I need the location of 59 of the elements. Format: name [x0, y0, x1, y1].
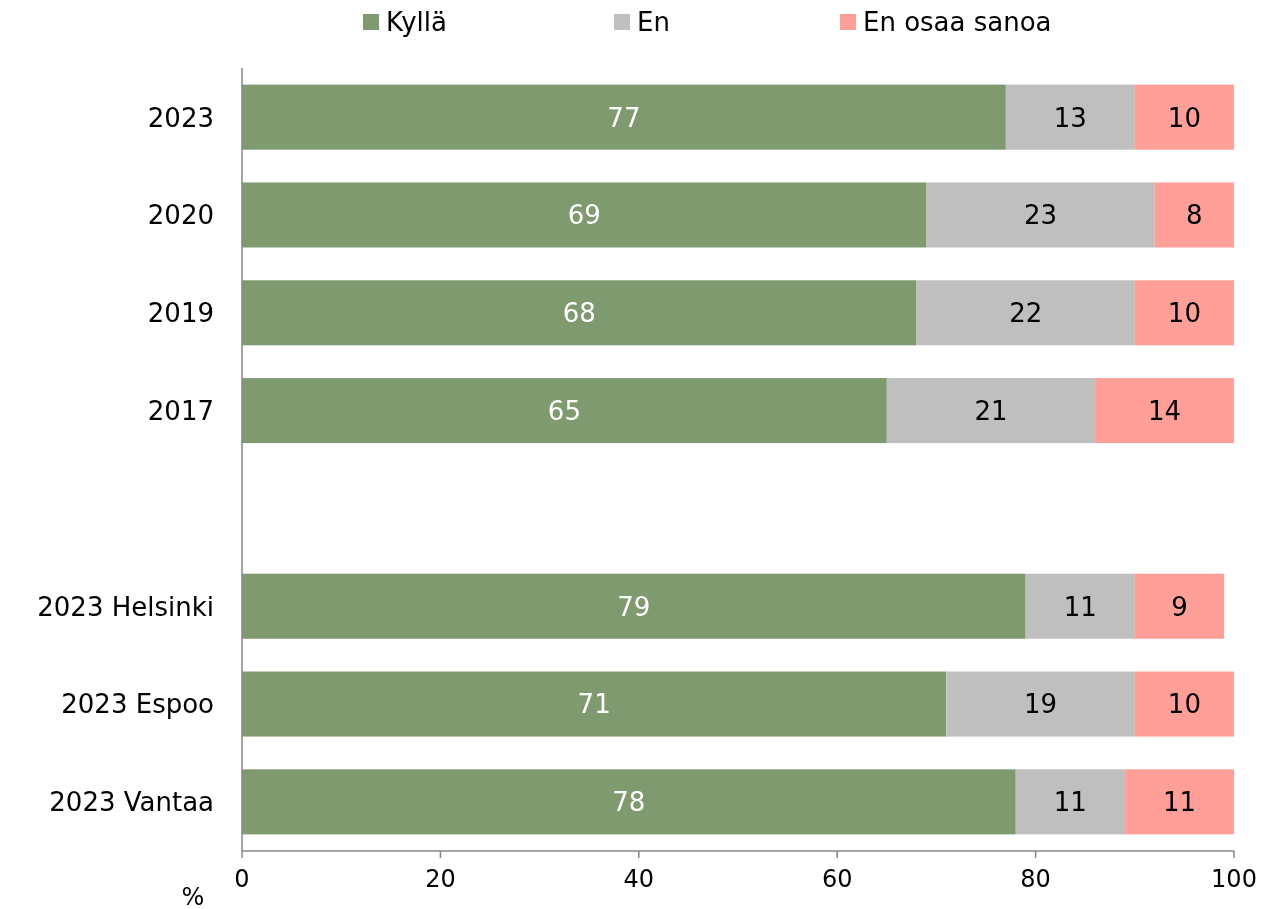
x-tick-label: 20: [425, 865, 456, 893]
data-label: 79: [617, 591, 651, 622]
data-label: 19: [1024, 689, 1058, 720]
bar: [1134, 671, 1234, 737]
x-tick-label: 60: [821, 865, 853, 893]
bar: [1005, 84, 1135, 150]
x-axis-title: %: [181, 883, 205, 909]
y-tick-label: 2023 Espoo: [61, 689, 214, 720]
data-label: 10: [1167, 298, 1201, 329]
bar: [242, 378, 887, 444]
bar: [946, 671, 1135, 737]
data-label: 11: [1063, 591, 1097, 622]
bar: [242, 769, 1016, 835]
data-label: 22: [1009, 298, 1043, 329]
data-label: 11: [1162, 787, 1196, 818]
bar: [242, 182, 927, 248]
bar: [1134, 280, 1234, 346]
x-tick-label: 100: [1211, 865, 1257, 893]
data-label: 78: [612, 787, 646, 818]
y-tick-label: 2017: [147, 395, 214, 426]
legend-label: En: [637, 7, 670, 38]
data-label: 68: [562, 298, 596, 329]
y-tick-label: 2023 Helsinki: [37, 591, 214, 622]
bar: [1025, 573, 1135, 639]
data-label: 11: [1053, 787, 1087, 818]
bar: [916, 280, 1135, 346]
bar: [1015, 769, 1125, 835]
data-label: 65: [547, 395, 581, 426]
data-label: 14: [1148, 395, 1182, 426]
y-tick-label: 2023 Vantaa: [49, 787, 214, 818]
bar: [1134, 573, 1225, 639]
bar: [1134, 84, 1234, 150]
data-label: 21: [974, 395, 1008, 426]
data-label: 13: [1053, 102, 1087, 133]
data-label: 77: [607, 102, 641, 133]
data-label: 71: [577, 689, 611, 720]
data-label: 10: [1167, 102, 1201, 133]
legend-label: En osaa sanoa: [863, 7, 1052, 38]
bar: [1154, 182, 1234, 248]
bar: [242, 84, 1006, 150]
x-tick-label: 0: [234, 865, 250, 893]
y-tick-label: 2019: [147, 298, 214, 329]
bar: [886, 378, 1096, 444]
bar: [926, 182, 1155, 248]
bar: [242, 280, 917, 346]
data-label: 10: [1167, 689, 1201, 720]
bar: [242, 671, 947, 737]
data-label: 23: [1024, 200, 1058, 231]
legend-label: Kyllä: [386, 7, 447, 38]
data-label: 69: [567, 200, 601, 231]
bar: [1095, 378, 1234, 444]
bar: [1124, 769, 1234, 835]
x-tick-label: 80: [1020, 865, 1051, 893]
bar: [242, 573, 1026, 639]
y-tick-label: 2023: [147, 102, 214, 133]
x-tick-label: 40: [623, 865, 655, 893]
data-label: 9: [1171, 591, 1188, 622]
y-tick-label: 2020: [147, 200, 214, 231]
data-label: 8: [1186, 200, 1203, 231]
